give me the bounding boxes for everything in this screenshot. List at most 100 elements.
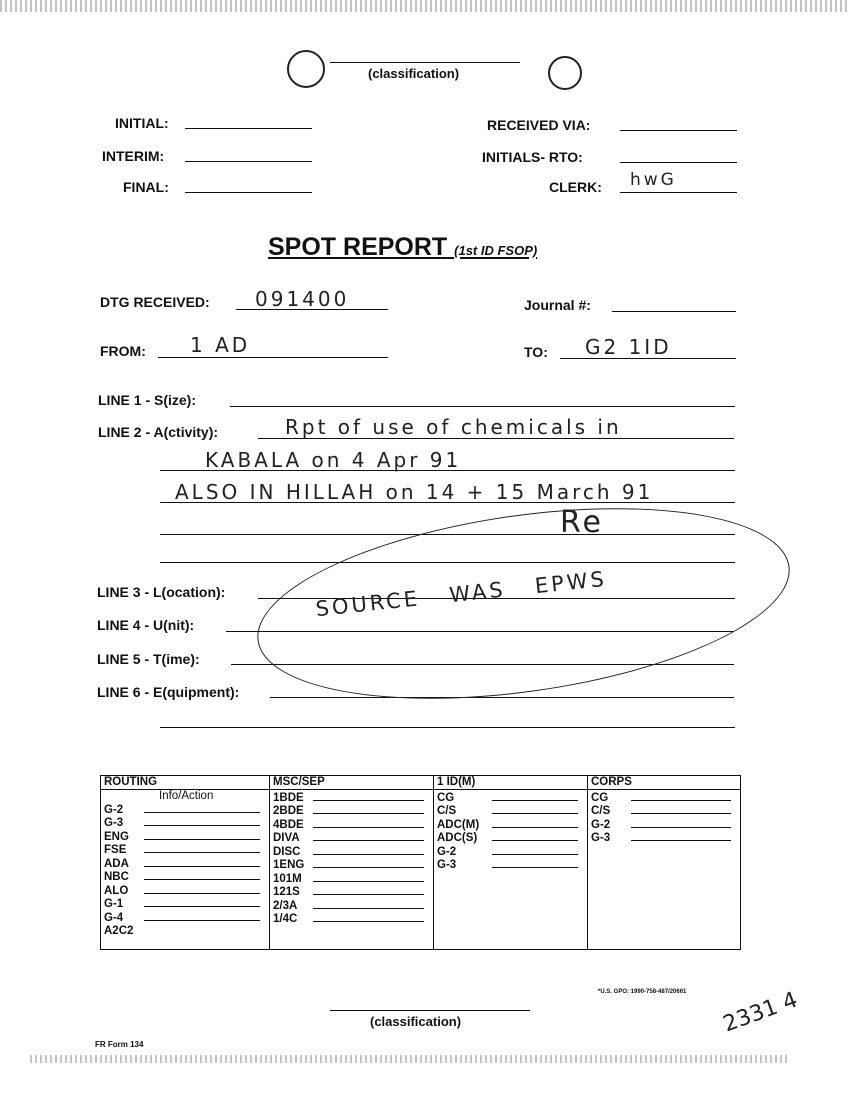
msc-label: 1/4C	[273, 913, 298, 925]
routing-entry-line[interactable]	[144, 811, 260, 813]
dtg-field[interactable]	[236, 309, 388, 310]
msc-entry-line[interactable]	[313, 826, 424, 828]
id-entry-line[interactable]	[492, 840, 578, 841]
id-label: ADC(M)	[437, 818, 480, 831]
msc-row: 121S	[273, 885, 430, 898]
id-entry-line[interactable]	[492, 826, 578, 828]
routing-entry-line[interactable]	[144, 825, 260, 826]
line4-field[interactable]	[226, 631, 734, 632]
corps-row: G-3	[591, 831, 737, 844]
header-classification: (classification)	[368, 66, 460, 81]
id-label: G-2	[437, 845, 457, 858]
id-entry-line[interactable]	[492, 867, 578, 868]
id-label: CG	[437, 791, 455, 804]
routing-row: G-1	[104, 897, 266, 910]
corps-label: CG	[591, 791, 609, 804]
msc-row: 1ENG	[273, 858, 430, 871]
received-via-field[interactable]	[620, 130, 737, 131]
interim-label: INTERIM:	[102, 148, 165, 164]
msc-entry-line[interactable]	[313, 840, 424, 841]
msc-label: 4BDE	[273, 818, 304, 831]
routing-entry-line[interactable]	[144, 852, 260, 853]
msc-entry-line[interactable]	[313, 799, 424, 801]
line6-field[interactable]	[270, 697, 734, 698]
clerk-label: CLERK:	[549, 179, 602, 195]
journal-field[interactable]	[612, 311, 736, 312]
routing-entry-line[interactable]	[144, 919, 260, 921]
msc-entry-line[interactable]	[313, 894, 424, 895]
from-field[interactable]	[158, 357, 388, 358]
dtg-label: DTG RECEIVED:	[100, 294, 210, 310]
clerk-field[interactable]	[620, 192, 737, 193]
title-main: SPOT REPORT	[268, 233, 448, 261]
routing-label: G-2	[104, 803, 124, 816]
routing-entry-line[interactable]	[144, 879, 260, 880]
corps-entry-line[interactable]	[631, 813, 731, 814]
msc-entry-line[interactable]	[313, 921, 424, 922]
id-entry-line[interactable]	[492, 853, 578, 855]
scan-noise	[30, 1055, 790, 1063]
initial-field[interactable]	[185, 128, 312, 129]
signature: Re	[560, 505, 604, 540]
line1-label: LINE 1 - S(ize):	[98, 392, 197, 408]
routing-label: ENG	[104, 830, 129, 843]
id-row: C/S	[437, 804, 584, 817]
line1-field[interactable]	[230, 406, 735, 407]
routing-entry-line[interactable]	[144, 892, 260, 894]
routing-row: NBC	[104, 870, 266, 883]
msc-header: MSC/SEP	[269, 775, 434, 790]
from-label: FROM:	[100, 343, 146, 359]
corps-label: G-3	[591, 832, 611, 844]
corps-label: C/S	[591, 805, 611, 817]
id-row: CG	[437, 790, 584, 804]
routing-header: ROUTING	[100, 775, 270, 790]
corps-entry-line[interactable]	[631, 840, 731, 841]
info-action-label: Info/Action	[159, 790, 214, 802]
corps-entry-line[interactable]	[631, 826, 731, 828]
to-value: G2 1ID	[585, 335, 672, 359]
msc-entry-line[interactable]	[313, 867, 424, 868]
line2-field[interactable]	[258, 438, 734, 439]
routing-entry-line[interactable]	[144, 906, 260, 907]
msc-row: 2/3A	[273, 898, 430, 912]
initials-rto-label: INITIALS- RTO:	[482, 149, 583, 165]
to-field[interactable]	[560, 358, 736, 359]
final-label: FINAL:	[123, 179, 169, 195]
footer-classification: (classification)	[370, 1014, 462, 1029]
msc-row: DISC	[273, 844, 430, 858]
corps-entry-line[interactable]	[631, 799, 731, 801]
final-field[interactable]	[185, 192, 312, 193]
routing-entry-line[interactable]	[144, 865, 260, 867]
routing-row: G-4	[104, 910, 266, 924]
corps-row: CG	[591, 790, 737, 804]
line3-field[interactable]	[258, 598, 735, 599]
line2-value-3: ALSO IN HILLAH on 14 + 15 March 91	[175, 480, 654, 504]
msc-label: 1BDE	[273, 791, 304, 804]
msc-entry-line[interactable]	[313, 880, 424, 882]
routing-row: FSE	[104, 843, 266, 856]
scan-noise	[0, 0, 850, 12]
msc-entry-line[interactable]	[313, 813, 424, 814]
msc-label: DIVA	[273, 832, 300, 844]
page-title: SPOT REPORT (1st ID FSOP)	[268, 233, 537, 262]
routing-label: ALO	[104, 884, 129, 897]
id-label: C/S	[437, 805, 457, 817]
msc-row: 1BDE	[273, 790, 430, 804]
routing-row: ADA	[104, 856, 266, 870]
dtg-value: 091400	[255, 287, 350, 311]
interim-field[interactable]	[185, 161, 312, 162]
initials-rto-field[interactable]	[620, 162, 737, 163]
msc-row: 2BDE	[273, 804, 430, 817]
msc-entry-line[interactable]	[313, 853, 424, 855]
routing-entry-line[interactable]	[144, 838, 260, 840]
to-label: TO:	[524, 344, 548, 360]
line5-field[interactable]	[231, 664, 734, 665]
id-entry-line[interactable]	[492, 799, 578, 801]
msc-entry-line[interactable]	[313, 907, 424, 909]
corps-column: CG C/S G-2 G-3	[587, 789, 741, 950]
id-entry-line[interactable]	[492, 813, 578, 814]
routing-label: ADA	[104, 857, 129, 870]
id-label: G-3	[437, 859, 457, 871]
id-row: G-2	[437, 844, 584, 858]
